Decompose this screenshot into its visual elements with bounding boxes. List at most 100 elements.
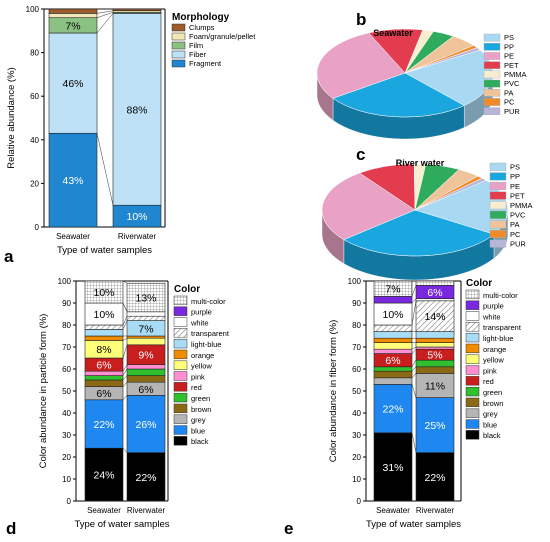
legend-label: purple: [191, 308, 212, 317]
legend-label: green: [191, 394, 210, 403]
bar-segment-yellow: [415, 342, 455, 348]
y-tick-label: 80: [352, 321, 361, 330]
legend-swatch-white: [173, 317, 188, 327]
connector-line: [96, 13, 114, 34]
legend-swatch-PP: [483, 43, 501, 51]
connector-line: [122, 302, 128, 312]
x-tick-label: Riverwater: [416, 506, 455, 515]
pie-slice-PUR: [414, 177, 487, 211]
legend-label: yellow: [483, 356, 504, 365]
legend-label: orange: [191, 351, 214, 360]
data-label: 88%: [126, 104, 147, 116]
y-axis-title: Color abundance in fiber form (%): [328, 320, 339, 463]
connector-line: [122, 344, 128, 359]
bar-segment-green: [84, 375, 124, 381]
y-tick-label: 80: [62, 321, 71, 330]
connector-line: [411, 300, 417, 326]
data-label: 10%: [93, 309, 114, 321]
legend-swatch-grey: [173, 414, 188, 424]
legend-label: light-blue: [483, 334, 513, 343]
y-tick-label: 10: [62, 475, 71, 484]
y-tick-label: 60: [30, 92, 39, 101]
data-label: 6%: [385, 355, 400, 367]
x-tick-label: Riverwater: [118, 232, 157, 241]
legend-label: blue: [483, 420, 497, 429]
legend-title: Morphology: [172, 12, 230, 23]
data-label: 8%: [96, 344, 111, 356]
bar-segment-orange: [373, 337, 413, 343]
bar-segment-grey: [373, 377, 413, 385]
data-label: 10%: [126, 211, 147, 223]
panel-label: a: [4, 247, 14, 266]
y-tick-label: 50: [352, 387, 361, 396]
bar-segment-light-blue: [84, 329, 124, 337]
legend-label: transparent: [483, 323, 522, 332]
legend-swatch-pink: [465, 365, 480, 375]
y-tick-label: 50: [62, 387, 71, 396]
data-label: 26%: [135, 419, 156, 431]
legend-swatch-PE: [483, 52, 501, 60]
legend-label: brown: [191, 405, 211, 414]
bar-segment-black: [126, 452, 166, 502]
y-axis-title: Relative abundance (%): [6, 67, 17, 168]
bar-segment-orange: [84, 335, 124, 341]
legend-label: PMMA: [504, 70, 527, 79]
bar-segment-light-blue: [373, 331, 413, 339]
legend-label: blue: [191, 426, 205, 435]
legend-swatch-blue: [173, 425, 188, 435]
legend-swatch-orange: [465, 343, 480, 354]
legend-label: PET: [510, 191, 525, 200]
legend-label: Fragment: [189, 59, 222, 68]
legend-swatch-light-blue: [465, 332, 480, 343]
data-label: 5%: [427, 350, 442, 362]
y-tick-label: 0: [67, 497, 72, 506]
legend-swatch-PS: [483, 33, 501, 42]
y-tick-label: 30: [352, 431, 361, 440]
data-label: 9%: [138, 350, 153, 362]
bar-segment-orange: [126, 335, 166, 339]
legend-label: PC: [504, 98, 515, 107]
legend-label: PVC: [504, 79, 520, 88]
legend-swatch-PET: [489, 191, 507, 200]
legend-swatch-pink: [173, 371, 188, 381]
y-tick-label: 90: [352, 299, 361, 308]
legend-swatch-white: [465, 311, 480, 321]
bar-segment-brown: [415, 366, 455, 374]
bar-segment-grey: [415, 373, 455, 398]
legend-label: orange: [483, 345, 506, 354]
panel-a: 0 20 40 60 80 100 Seawater Riverwater 43% 46% 7% 10…: [4, 5, 256, 266]
legend-label: green: [483, 388, 502, 397]
legend-label: PUR: [504, 107, 520, 116]
legend-label: PA: [510, 220, 519, 229]
connector-line: [411, 349, 417, 354]
data-label: 11%: [425, 381, 445, 393]
x-tick-label: Seawater: [56, 232, 90, 241]
legend-label: black: [483, 431, 501, 440]
data-label: 46%: [62, 78, 83, 90]
bar-segment-brown: [84, 379, 124, 387]
legend-swatch-PS: [489, 162, 507, 171]
y-tick-label: 70: [352, 343, 361, 352]
legend-title: Color: [466, 278, 492, 289]
x-axis-title: Type of water samples: [74, 519, 169, 530]
connector-line: [122, 320, 128, 330]
legend-label: brown: [483, 399, 503, 408]
legend-swatch-transparent: [465, 322, 480, 332]
x-tick-label: Riverwater: [127, 506, 166, 515]
pie-slice-PE: [321, 172, 416, 240]
legend-swatch-multi-color: [465, 289, 480, 300]
panel-e: 0 10 20 30 40 50 60 70 80 90 100 Seawater Riverwater…: [284, 277, 522, 538]
bar-segment-green: [126, 368, 166, 376]
legend-label: Foam/granule/pellet: [189, 32, 256, 41]
legend-label: PET: [504, 61, 519, 70]
panel-label: c: [356, 145, 365, 164]
bar-segment-Foam/granule/pellet: [48, 13, 98, 19]
data-label: 7%: [65, 20, 80, 32]
y-tick-label: 40: [30, 136, 39, 145]
bar-segment-green: [373, 366, 413, 372]
bar-segment-Fiber: [48, 32, 98, 134]
pie-slice-PP: [332, 72, 465, 118]
legend-swatch-PP: [489, 172, 507, 181]
